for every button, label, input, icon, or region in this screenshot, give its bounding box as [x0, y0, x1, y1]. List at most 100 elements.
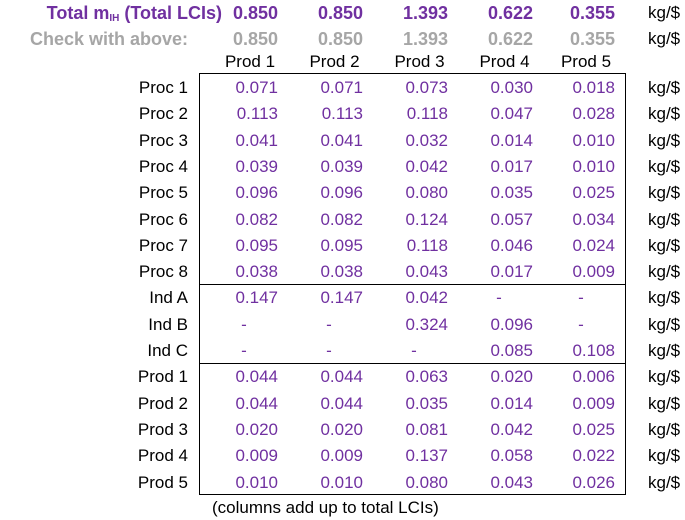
- total-label: Total mIH (Total LCIs): [46, 3, 222, 24]
- unit-label: kg/$: [648, 288, 681, 307]
- footnote: (columns add up to total LCIs): [212, 498, 439, 517]
- table-cell: 0.010: [572, 157, 615, 176]
- table-cell: -: [578, 288, 584, 307]
- table-cell: 0.071: [320, 78, 363, 97]
- table-cell: 0.009: [572, 262, 615, 281]
- table-cell: 0.020: [490, 367, 533, 386]
- table-cell: 0.041: [235, 131, 278, 150]
- table-cell: 0.046: [490, 236, 533, 255]
- table-cell: 0.096: [490, 315, 533, 334]
- row-label: Proc 4: [138, 157, 188, 176]
- unit-label: kg/$: [648, 210, 681, 229]
- table-cell: 0.030: [490, 78, 533, 97]
- total-value: 1.393: [402, 3, 448, 23]
- unit-label: kg/$: [648, 131, 681, 150]
- table-cell: 0.020: [320, 420, 363, 439]
- table-cell: 0.020: [235, 420, 278, 439]
- row-label: Proc 1: [138, 78, 188, 97]
- table-cell: 0.057: [490, 210, 533, 229]
- table-cell: 0.025: [572, 183, 615, 202]
- table-cell: 0.039: [320, 157, 363, 176]
- table-cell: 0.039: [235, 157, 278, 176]
- table-cell: 0.071: [235, 78, 278, 97]
- table-cell: 0.118: [406, 236, 448, 255]
- table-cell: -: [326, 341, 332, 360]
- row-label: Ind C: [147, 341, 188, 360]
- table-cell: 0.022: [572, 446, 615, 465]
- table-cell: 0.080: [405, 473, 448, 492]
- check-value: 0.850: [317, 29, 363, 49]
- table-cell: 0.034: [572, 210, 615, 229]
- check-value: 1.393: [402, 29, 448, 49]
- table-cell: 0.113: [236, 104, 278, 123]
- check-label: Check with above:: [29, 29, 188, 49]
- table-cell: 0.009: [572, 394, 615, 413]
- table-cell: 0.096: [235, 183, 278, 202]
- table-cell: 0.018: [572, 78, 615, 97]
- row-label: Proc 3: [138, 131, 188, 150]
- table-cell: 0.043: [490, 473, 533, 492]
- row-label: Proc 5: [138, 183, 188, 202]
- table-cell: 0.010: [320, 473, 363, 492]
- table-cell: 0.017: [490, 262, 533, 281]
- table-cell: 0.147: [320, 288, 363, 307]
- table-cell: 0.010: [235, 473, 278, 492]
- table-cell: 0.044: [320, 367, 363, 386]
- table-cell: 0.096: [320, 183, 363, 202]
- column-header: Prod 5: [560, 52, 612, 71]
- table-cell: 0.058: [490, 446, 533, 465]
- table-cell: 0.042: [405, 288, 448, 307]
- table-cell: 0.038: [320, 262, 363, 281]
- table-cell: 0.085: [490, 341, 533, 360]
- table-cell: 0.010: [572, 131, 615, 150]
- table-cell: 0.014: [490, 394, 533, 413]
- check-value: 0.355: [569, 29, 615, 49]
- table-cell: 0.041: [320, 131, 363, 150]
- table-cell: 0.113: [321, 104, 363, 123]
- table-cell: 0.324: [405, 315, 448, 334]
- unit-label: kg/$: [648, 446, 681, 465]
- unit-label: kg/$: [648, 262, 681, 281]
- table-cell: 0.095: [320, 236, 363, 255]
- table-cell: -: [578, 315, 584, 334]
- total-value: 0.850: [232, 3, 278, 23]
- row-label: Proc 8: [138, 262, 188, 281]
- total-value: 0.622: [487, 3, 533, 23]
- table-cell: 0.073: [405, 78, 448, 97]
- table-cell: -: [496, 288, 502, 307]
- column-header: Prod 4: [479, 52, 530, 71]
- unit-label: kg/$: [648, 104, 681, 123]
- row-label: Proc 7: [138, 236, 188, 255]
- table-cell: 0.047: [490, 104, 533, 123]
- table-cell: 0.028: [572, 104, 615, 123]
- table-cell: 0.044: [320, 394, 363, 413]
- table-cell: 0.014: [490, 131, 533, 150]
- unit-label: kg/$: [648, 78, 681, 97]
- unit-label: kg/$: [648, 157, 681, 176]
- table-cell: 0.081: [405, 420, 448, 439]
- table-cell: 0.043: [405, 262, 448, 281]
- row-label: Prod 5: [137, 473, 188, 492]
- table-cell: 0.038: [235, 262, 278, 281]
- table-cell: 0.147: [235, 288, 278, 307]
- total-value: 0.850: [317, 3, 363, 23]
- row-label: Prod 1: [137, 367, 188, 386]
- table-cell: 0.006: [572, 367, 615, 386]
- table-cell: 0.025: [572, 420, 615, 439]
- table-cell: 0.082: [235, 210, 278, 229]
- row-label: Proc 2: [138, 104, 188, 123]
- table-cell: 0.009: [320, 446, 363, 465]
- table-cell: -: [241, 315, 247, 334]
- row-label: Ind B: [148, 315, 188, 334]
- table-cell: -: [411, 341, 417, 360]
- table-cell: 0.026: [572, 473, 615, 492]
- table-cell: 0.042: [490, 420, 533, 439]
- table-cell: 0.024: [572, 236, 615, 255]
- table-cell: 0.063: [405, 367, 448, 386]
- unit-label: kg/$: [648, 3, 681, 22]
- table-cell: 0.042: [405, 157, 448, 176]
- unit-label: kg/$: [648, 341, 681, 360]
- table-cell: 0.035: [490, 183, 533, 202]
- table-cell: 0.044: [235, 394, 278, 413]
- row-label: Prod 3: [137, 420, 188, 439]
